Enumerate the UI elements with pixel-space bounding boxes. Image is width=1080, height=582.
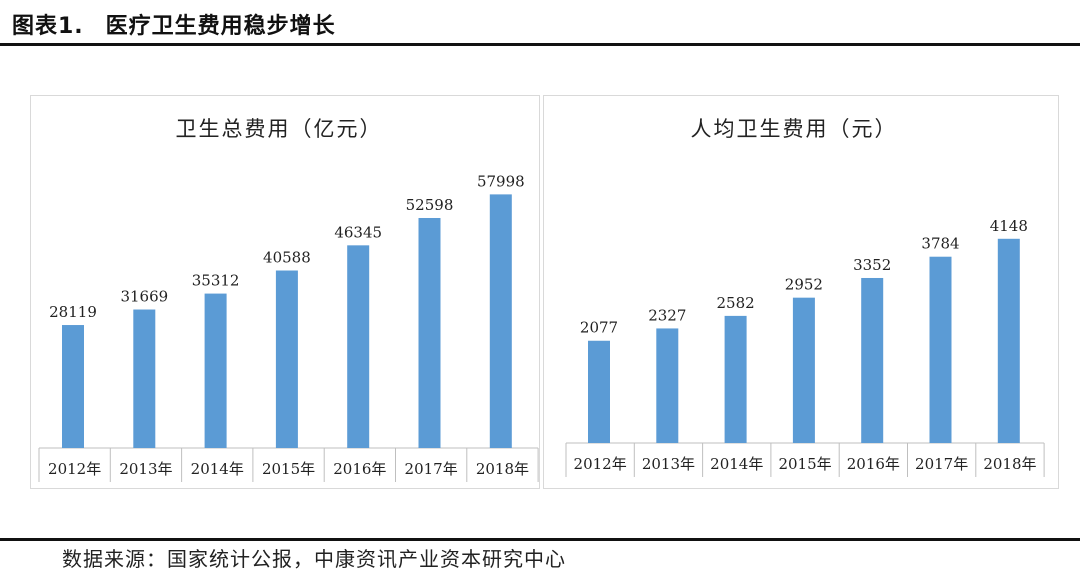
bar-per-capita-2015年 <box>792 297 815 443</box>
bar-total-2014年 <box>204 293 227 448</box>
data-label: 31669 <box>120 288 168 306</box>
chart-title: 人均卫生费用（元） <box>691 117 898 141</box>
x-tick-label: 2014年 <box>710 455 763 473</box>
bar-per-capita-2016年 <box>861 277 884 443</box>
data-label: 57998 <box>477 172 525 190</box>
bar-total-2017年 <box>418 217 441 448</box>
x-tick-label: 2012年 <box>574 455 627 473</box>
data-label: 2952 <box>785 276 823 294</box>
x-tick-label: 2014年 <box>191 460 244 478</box>
data-label: 3352 <box>853 256 891 274</box>
bar-total-2016年 <box>347 245 370 448</box>
figure-title: 医疗卫生费用稳步增长 <box>105 14 336 39</box>
x-tick-label: 2012年 <box>48 460 101 478</box>
x-tick-label: 2018年 <box>983 455 1036 473</box>
bar-per-capita-2013年 <box>656 328 679 443</box>
data-label: 4148 <box>990 217 1028 235</box>
data-label: 28119 <box>49 303 97 321</box>
bar-total-2015年 <box>275 270 298 448</box>
bar-per-capita-2012年 <box>588 340 610 443</box>
x-tick-label: 2013年 <box>642 455 695 473</box>
data-label: 2327 <box>648 306 686 324</box>
chart-panel-per-capita-expenditure: 人均卫生费用（元） 2077 2012年 2327 2013年 2582 2014年 2952… <box>543 95 1059 489</box>
data-label: 35312 <box>192 272 240 290</box>
data-label: 40588 <box>263 249 311 267</box>
x-tick-label: 2016年 <box>847 455 900 473</box>
bar-total-2013年 <box>133 309 156 448</box>
data-label: 3784 <box>921 235 959 253</box>
source-note: 数据来源：国家统计公报，中康资讯产业资本研究中心 <box>62 547 566 571</box>
x-tick-label: 2016年 <box>333 460 386 478</box>
footer-rule <box>0 538 1080 541</box>
data-label: 2582 <box>717 294 755 312</box>
x-tick-label: 2015年 <box>778 455 831 473</box>
data-label: 52598 <box>406 196 454 214</box>
data-label: 46345 <box>334 223 382 241</box>
chart-title: 卫生总费用（亿元） <box>176 117 383 141</box>
bar-per-capita-2014年 <box>724 315 747 443</box>
chart-panel-total-expenditure: 卫生总费用（亿元） 28119 2012年 31669 2013年 35312 2014年 4… <box>30 95 540 489</box>
bar-per-capita-2017年 <box>929 256 952 443</box>
figure-label: 图表1. <box>12 14 84 39</box>
chart-per-capita-expenditure: 人均卫生费用（元） 2077 2012年 2327 2013年 2582 2014年 2952… <box>565 117 1045 477</box>
x-tick-label: 2018年 <box>476 460 529 478</box>
chart-total-expenditure: 卫生总费用（亿元） 28119 2012年 31669 2013年 35312 2014年 4… <box>38 117 539 482</box>
figure-heading: 图表1. 医疗卫生费用稳步增长 <box>12 8 336 40</box>
bar-per-capita-2018年 <box>997 238 1020 443</box>
data-label: 2077 <box>580 319 618 337</box>
bar-total-2018年 <box>489 194 512 448</box>
bar-total-2012年 <box>62 325 84 448</box>
figure-header: 图表1. 医疗卫生费用稳步增长 <box>0 0 1080 46</box>
x-tick-label: 2015年 <box>262 460 315 478</box>
x-tick-label: 2013年 <box>119 460 172 478</box>
x-tick-label: 2017年 <box>405 460 458 478</box>
x-tick-label: 2017年 <box>915 455 968 473</box>
